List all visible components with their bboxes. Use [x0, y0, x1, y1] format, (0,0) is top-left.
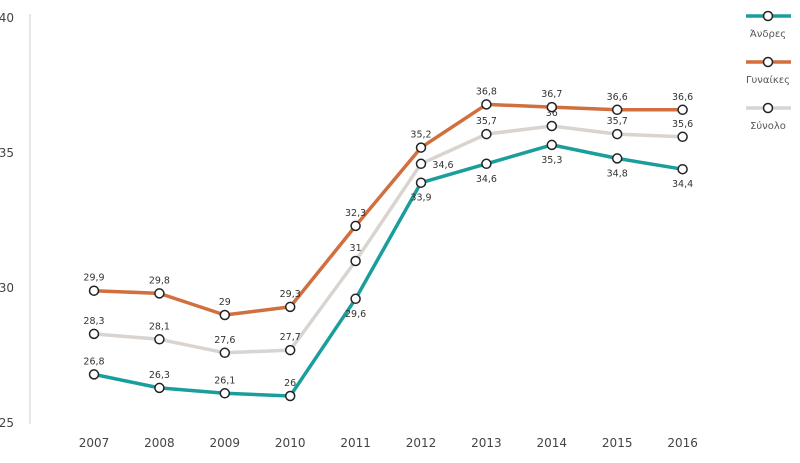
x-tick-label: 2014 [537, 436, 568, 450]
data-label-total: 27,6 [214, 335, 235, 346]
data-point-total [154, 334, 165, 345]
series-line-men [93, 143, 683, 398]
data-point-men [677, 163, 688, 175]
legend: Άνδρες Γυναίκες Σύνολο [746, 10, 791, 132]
legend-marker-total [762, 102, 774, 114]
data-point-men [546, 139, 558, 151]
data-point-total [350, 255, 361, 267]
data-label-women: 36,6 [672, 92, 693, 103]
data-label-total: 36 [546, 108, 558, 119]
x-tick-label: 2016 [667, 436, 698, 450]
data-point-total [481, 128, 492, 140]
y-tick-label: 25 [0, 416, 14, 430]
data-label-total: 35,6 [672, 119, 693, 130]
y-tick-label: 30 [0, 281, 14, 295]
data-label-total: 28,1 [149, 321, 170, 332]
x-tick-label: 2010 [275, 436, 306, 450]
x-tick-label: 2011 [340, 436, 371, 450]
data-label-total: 35,7 [476, 116, 497, 127]
data-label-women: 35,2 [410, 130, 431, 141]
data-point-women [677, 104, 688, 116]
data-label-men: 34,4 [672, 179, 693, 190]
data-point-men [350, 293, 361, 305]
data-point-total [611, 128, 623, 140]
data-label-women: 36,8 [476, 86, 497, 97]
data-label-total: 34,6 [432, 160, 453, 171]
data-point-men [154, 382, 165, 394]
data-point-men [481, 158, 492, 170]
data-label-total: 35,7 [607, 116, 628, 127]
legend-label-total: Σύνολο [750, 120, 786, 132]
legend-marker-women [762, 56, 774, 68]
data-label-women: 29,9 [83, 273, 104, 284]
data-label-men: 26,3 [149, 370, 170, 381]
data-point-total [677, 131, 688, 143]
data-label-total: 27,7 [280, 332, 301, 343]
data-point-women [611, 104, 623, 116]
data-label-men: 34,8 [607, 168, 628, 179]
series-line-women [93, 102, 683, 317]
data-point-women [219, 309, 231, 321]
data-point-women [546, 101, 558, 113]
data-point-men [219, 388, 231, 399]
legend-label-men: Άνδρες [750, 28, 786, 40]
data-point-total [219, 347, 231, 359]
data-label-men: 33,9 [410, 193, 431, 204]
data-label-women: 29 [219, 297, 231, 308]
data-label-total: 28,3 [83, 316, 104, 327]
legend-label-women: Γυναίκες [746, 74, 790, 86]
legend-marker-men [762, 10, 774, 22]
data-label-men: 34,6 [476, 174, 497, 185]
data-point-men [611, 153, 623, 164]
data-label-men: 29,6 [345, 309, 366, 320]
data-point-women [415, 142, 427, 153]
x-tick-label: 2015 [602, 436, 633, 450]
data-point-women [88, 285, 100, 296]
x-axis-ticks: 2007 2008 2009 2010 2011 2012 2013 2014 2015 2016 [79, 436, 698, 450]
data-label-men: 26,8 [83, 356, 104, 367]
x-tick-label: 2008 [144, 436, 175, 450]
data-label-women: 29,3 [280, 289, 301, 300]
data-point-men [284, 390, 296, 402]
data-point-total [546, 120, 558, 132]
y-tick-label: 40 [0, 11, 14, 25]
data-label-women: 32,3 [345, 208, 366, 219]
x-tick-label: 2009 [210, 436, 241, 450]
y-axis-ticks: 25 30 35 40 [0, 11, 14, 430]
data-label-women: 36,6 [607, 92, 628, 103]
data-point-total [88, 328, 100, 340]
data-point-total [415, 158, 427, 170]
y-tick-label: 35 [0, 146, 14, 160]
data-point-total [284, 344, 296, 356]
data-label-total: 31 [350, 243, 362, 254]
x-tick-label: 2012 [406, 436, 437, 450]
data-label-women: 36,7 [541, 89, 562, 100]
data-point-women [284, 301, 296, 313]
data-point-men [88, 369, 100, 380]
series-line-total [93, 124, 683, 355]
data-point-men [415, 177, 427, 188]
data-point-women [154, 288, 165, 299]
data-point-women [350, 220, 361, 232]
data-label-women: 29,8 [149, 275, 170, 286]
x-tick-label: 2013 [471, 436, 502, 450]
data-label-men: 35,3 [541, 155, 562, 166]
x-tick-label: 2007 [79, 436, 110, 450]
data-label-men: 26,1 [214, 375, 235, 386]
data-label-men: 26 [284, 378, 296, 389]
data-point-women [481, 99, 492, 110]
series-group: 28,3 28,1 27,6 27,7 31 34,6 35,7 36 35,7 35,6 29,9… [83, 86, 693, 402]
